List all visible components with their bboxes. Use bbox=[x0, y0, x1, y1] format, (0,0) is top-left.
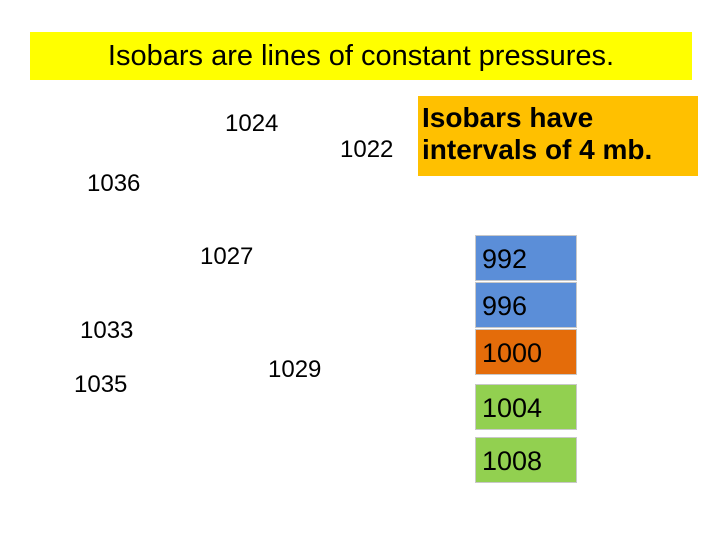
scale-box: 996 bbox=[475, 282, 577, 328]
pressure-label: 1027 bbox=[200, 243, 254, 270]
pressure-label: 1029 bbox=[268, 356, 322, 383]
pressure-label: 1035 bbox=[74, 371, 128, 398]
note-line: Isobars have bbox=[422, 102, 594, 133]
pressure-label: 1022 bbox=[340, 136, 394, 163]
pressure-label: 1024 bbox=[225, 110, 279, 137]
title: Isobars are lines of constant pressures. bbox=[30, 32, 692, 80]
note-box: Isobars have intervals of 4 mb. bbox=[418, 96, 698, 176]
scale-box: 1000 bbox=[475, 329, 577, 375]
scale-box: 992 bbox=[475, 235, 577, 281]
scale-box: 1004 bbox=[475, 384, 577, 430]
pressure-label: 1033 bbox=[80, 317, 134, 344]
note-line: intervals of 4 mb. bbox=[422, 134, 653, 165]
scale-box: 1008 bbox=[475, 437, 577, 483]
pressure-label: 1036 bbox=[87, 170, 141, 197]
